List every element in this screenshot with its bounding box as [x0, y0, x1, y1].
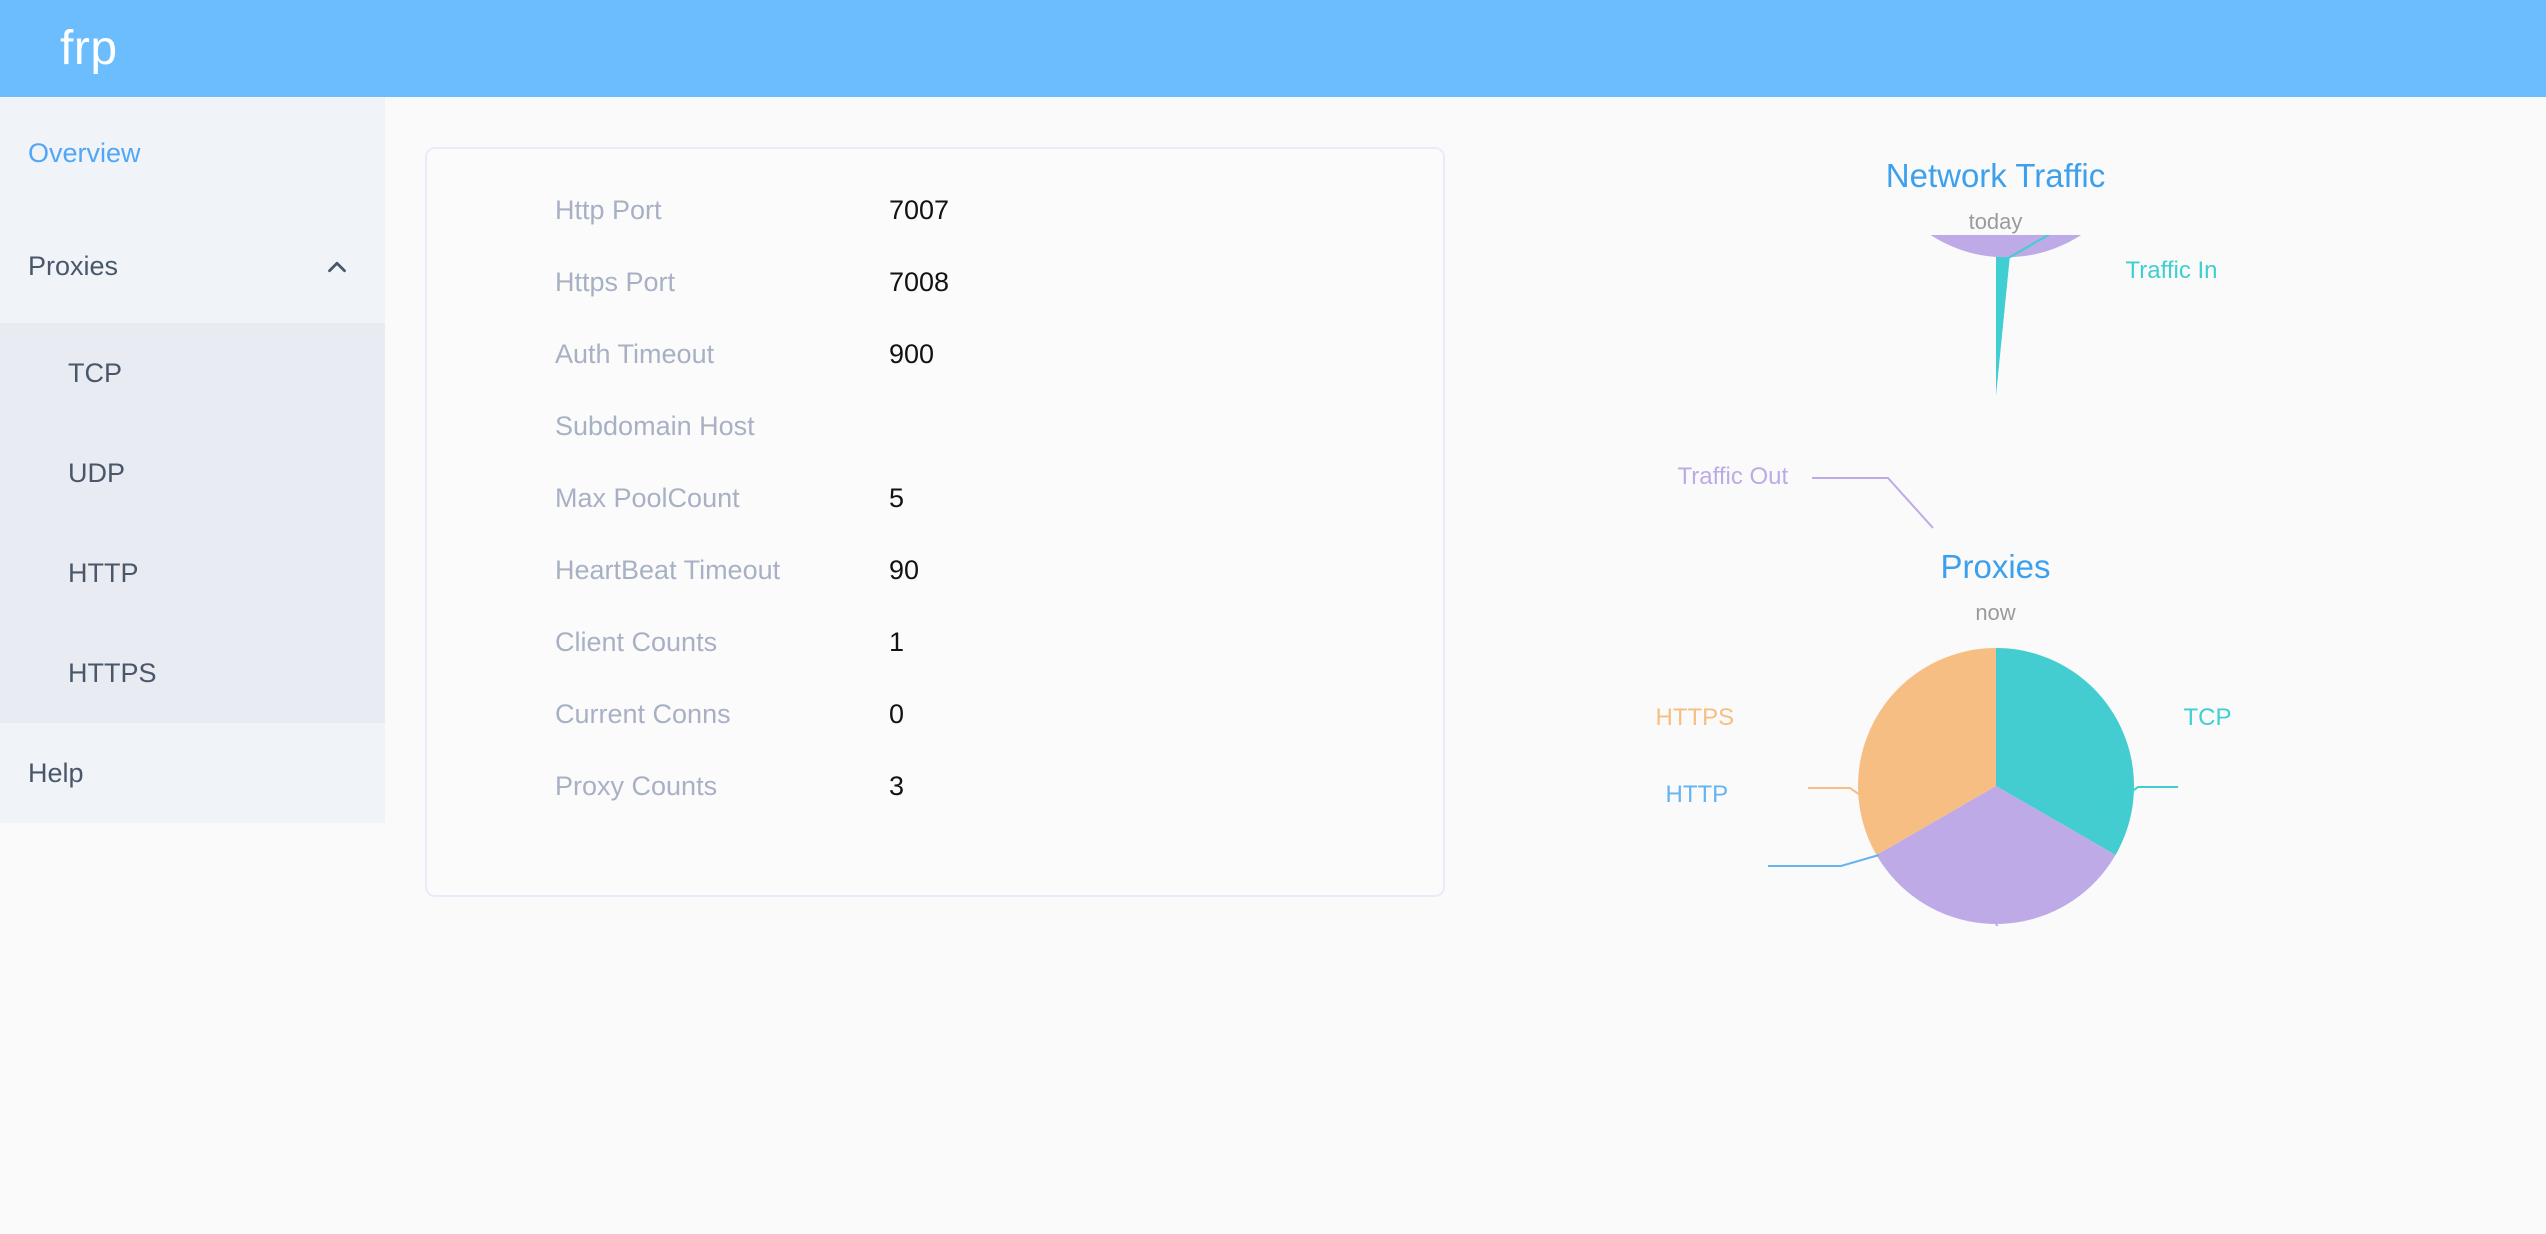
sidebar-item-help-label: Help: [28, 757, 84, 788]
sidebar-item-tcp[interactable]: TCP: [0, 323, 385, 423]
network-traffic-pie-svg[interactable]: [1626, 235, 2366, 535]
info-label: Proxy Counts: [555, 771, 718, 801]
sidebar-item-overview[interactable]: Overview: [0, 97, 385, 210]
app-body: Overview Proxies TCP UDP HTTP: [0, 97, 2546, 1234]
app-logo[interactable]: frp: [60, 21, 118, 75]
network-traffic-chart: Network Traffic today Traffic In Tr: [1626, 157, 2366, 535]
info-value: 5: [889, 483, 905, 513]
proxies-pie: TCP UDP HTTP HTTPS: [1626, 626, 2366, 926]
pie-label-udp: UDP: [2055, 858, 2107, 885]
sidebar-item-http-label: HTTP: [68, 557, 139, 588]
sidebar: Overview Proxies TCP UDP HTTP: [0, 97, 385, 823]
info-value: 90: [889, 555, 920, 585]
sidebar-item-http[interactable]: HTTP: [0, 523, 385, 623]
info-label: Http Port: [555, 195, 662, 225]
table-row: Proxy Counts 3: [427, 771, 1443, 843]
pie-slice-https[interactable]: [1857, 648, 1996, 855]
leader-line-https: [1807, 787, 1894, 819]
sidebar-item-overview-label: Overview: [28, 138, 141, 168]
server-info-card: Http Port 7007 Https Port 7008 Auth Time…: [425, 147, 1445, 897]
sidebar-item-https[interactable]: HTTPS: [0, 623, 385, 723]
leader-line-traffic-out: [1811, 477, 1934, 529]
sidebar-top-section: Overview Proxies: [0, 97, 385, 323]
table-row: Subdomain Host: [427, 411, 1443, 483]
table-row: HeartBeat Timeout 90: [427, 555, 1443, 627]
pie-label-https: HTTPS: [1655, 704, 1735, 731]
pie-label-traffic-in: Traffic In: [2125, 257, 2218, 284]
chevron-up-icon[interactable]: [322, 252, 352, 282]
sidebar-item-tcp-label: TCP: [68, 357, 122, 388]
pie-label-tcp: TCP: [2183, 704, 2232, 731]
chart-title: Proxies: [1940, 548, 2051, 585]
info-value: 7007: [889, 195, 950, 225]
info-label: Subdomain Host: [555, 411, 755, 441]
leader-line-udp: [1994, 923, 1999, 926]
pie-slice-tcp[interactable]: [1995, 648, 2134, 855]
proxies-chart: Proxies now: [1626, 548, 2366, 926]
chart-title: Network Traffic: [1885, 157, 2106, 194]
info-label: Current Conns: [555, 699, 731, 729]
info-label: Client Counts: [555, 627, 718, 657]
table-row: Auth Timeout 900: [427, 339, 1443, 411]
leader-line-tcp: [2094, 786, 2178, 818]
info-value: 1: [889, 627, 905, 657]
info-label: Auth Timeout: [555, 339, 715, 369]
app-header: frp: [0, 0, 2546, 97]
network-traffic-pie: Traffic In Traffic Out: [1626, 235, 2366, 535]
sidebar-item-https-label: HTTPS: [68, 657, 157, 688]
pie-slice-udp[interactable]: [1876, 786, 2115, 924]
info-label: HeartBeat Timeout: [555, 555, 781, 585]
chart-subtitle: today: [1968, 209, 2023, 234]
pie-label-traffic-out: Traffic Out: [1677, 463, 1789, 490]
table-row: Http Port 7007: [427, 195, 1443, 267]
leader-line-http: [1767, 854, 1879, 867]
pie-slice-traffic-in[interactable]: [1995, 256, 2010, 395]
sidebar-proxies-subgroup: TCP UDP HTTP HTTPS: [0, 323, 385, 723]
sidebar-item-proxies-label: Proxies: [28, 251, 119, 281]
sidebar-item-help[interactable]: Help: [0, 723, 385, 823]
info-value: 0: [889, 699, 905, 729]
table-row: Max PoolCount 5: [427, 483, 1443, 555]
info-label: Https Port: [555, 267, 676, 297]
main-content: Http Port 7007 Https Port 7008 Auth Time…: [385, 97, 2546, 926]
table-row: Client Counts 1: [427, 627, 1443, 699]
leader-line-traffic-in: [2003, 235, 2120, 261]
charts-column: Network Traffic today Traffic In Tr: [1445, 147, 2546, 926]
sidebar-bottom-section: Help: [0, 723, 385, 823]
info-label: Max PoolCount: [555, 483, 740, 513]
sidebar-item-proxies[interactable]: Proxies: [0, 210, 385, 323]
info-value: 7008: [889, 267, 950, 297]
table-row: Https Port 7008: [427, 267, 1443, 339]
sidebar-item-udp[interactable]: UDP: [0, 423, 385, 523]
proxies-pie-svg[interactable]: [1626, 626, 2366, 926]
table-row: Current Conns 0: [427, 699, 1443, 771]
sidebar-item-udp-label: UDP: [68, 457, 126, 488]
chart-subtitle: now: [1975, 600, 2016, 625]
info-value: 900: [889, 339, 935, 369]
info-value: 3: [889, 771, 905, 801]
pie-label-http: HTTP: [1665, 781, 1729, 808]
